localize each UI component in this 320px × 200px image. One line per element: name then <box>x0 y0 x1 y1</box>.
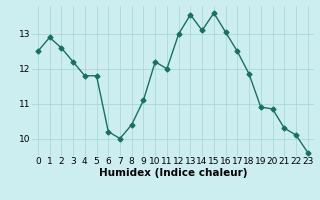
X-axis label: Humidex (Indice chaleur): Humidex (Indice chaleur) <box>99 168 247 178</box>
